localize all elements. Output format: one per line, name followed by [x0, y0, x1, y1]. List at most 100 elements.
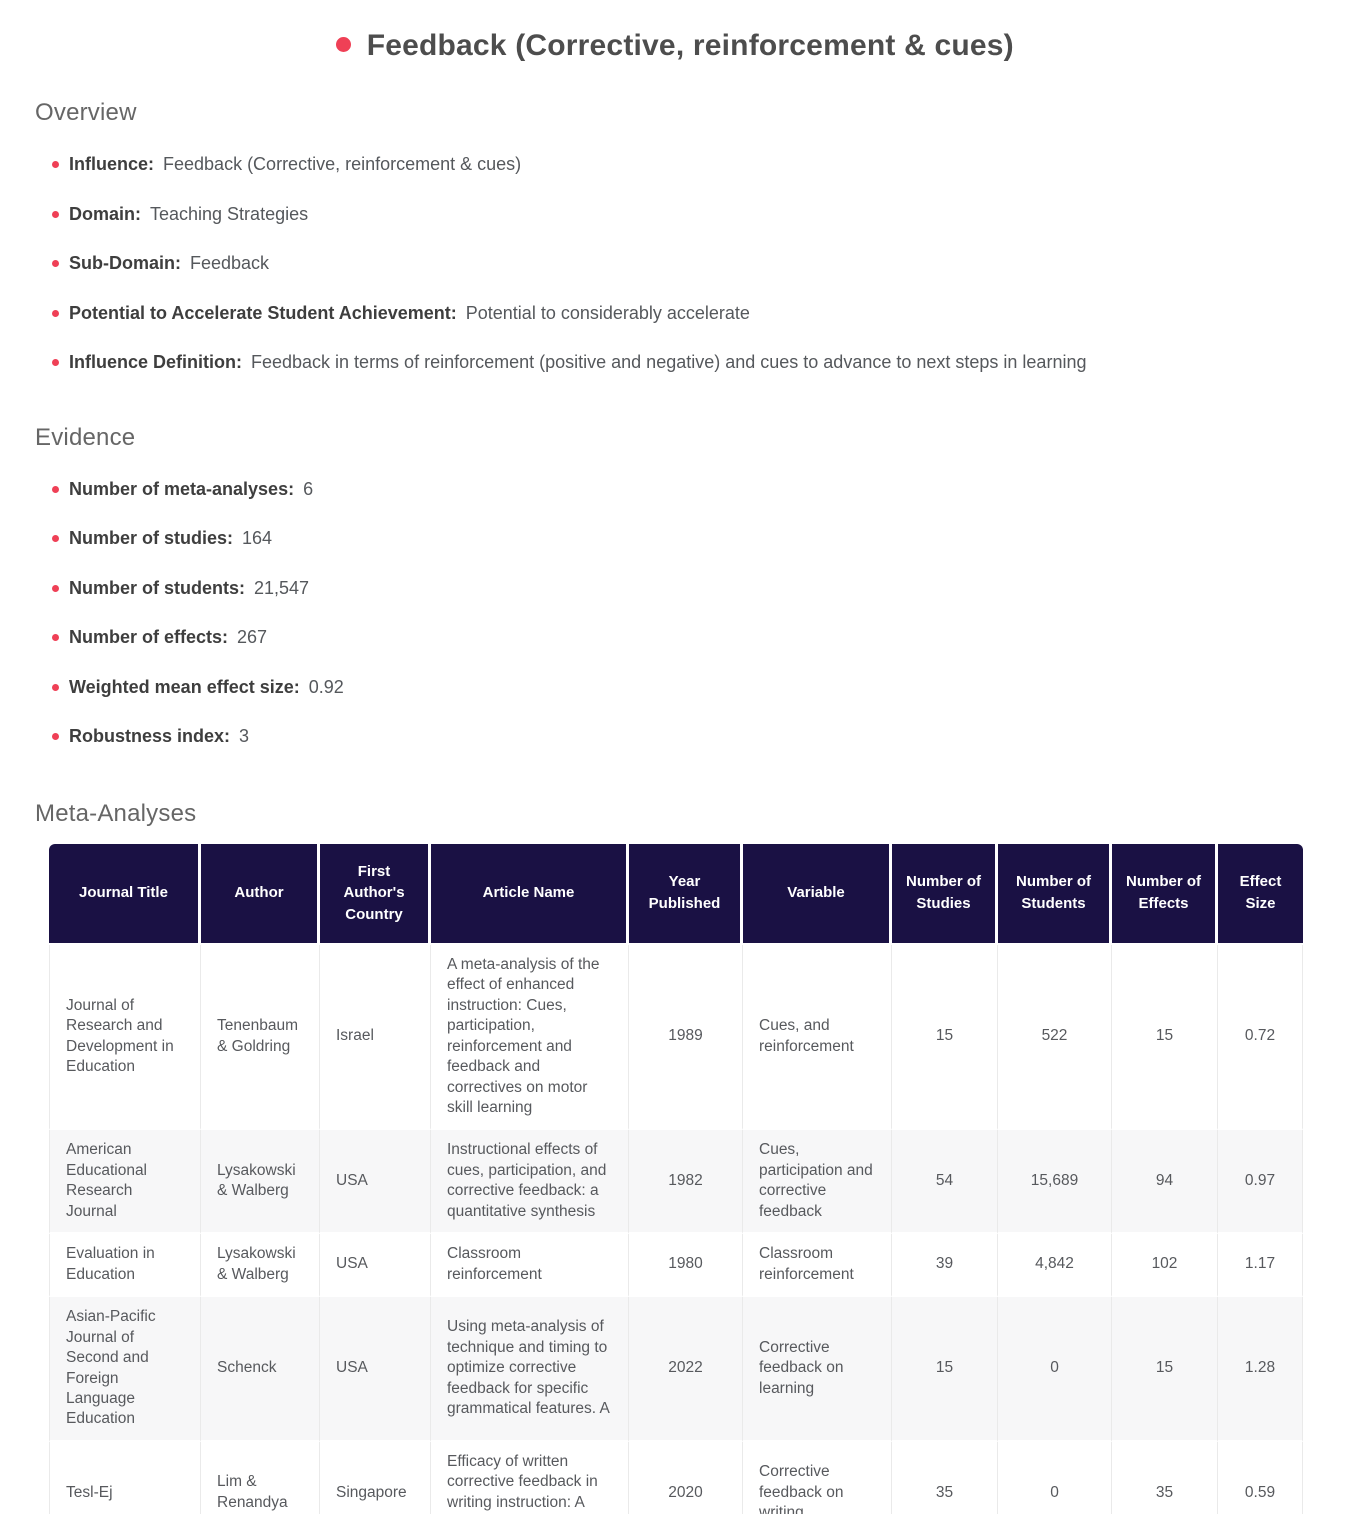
overview-list: Influence: Feedback (Corrective, reinforc… [0, 153, 1350, 374]
cell-country: Israel [320, 944, 431, 1131]
cell-author: Lim & Renandya [201, 1441, 320, 1514]
cell-year-published: 2020 [629, 1441, 743, 1514]
cell-number-of-studies: 39 [892, 1234, 998, 1298]
meta-analyses-heading: Meta-Analyses [35, 799, 197, 827]
fact-value: Potential to considerably accelerate [465, 302, 750, 323]
bullet-icon [52, 485, 59, 493]
cell-country: USA [320, 1297, 431, 1442]
cell-variable: Cues, participation and corrective feedb… [743, 1130, 892, 1235]
evidence-heading: Evidence [35, 423, 136, 451]
column-header-number-of-effects: Number of Effects [1112, 843, 1218, 945]
evidence-list: Number of meta-analyses: 6 Number of stud… [0, 478, 1350, 748]
bullet-icon [52, 260, 59, 268]
table-row: Evaluation in Education Lysakowski & Wal… [49, 1234, 1303, 1298]
cell-effect-size: 0.59 [1218, 1441, 1303, 1514]
column-header-variable: Variable [743, 843, 892, 945]
column-header-number-of-students: Number of Students [998, 843, 1112, 945]
cell-number-of-studies: 54 [892, 1130, 998, 1235]
bullet-icon [52, 634, 59, 642]
cell-journal-title: Journal of Research and Development in E… [49, 944, 201, 1131]
cell-variable: Classroom reinforcement [743, 1234, 892, 1298]
fact-label: Number of studies: [69, 528, 234, 549]
bullet-icon [52, 309, 59, 317]
cell-variable: Corrective feedback on learning [743, 1297, 892, 1442]
cell-effect-size: 1.28 [1218, 1297, 1303, 1442]
cell-article-name: A meta-analysis of the effect of enhance… [431, 944, 629, 1131]
bullet-icon [52, 161, 59, 169]
table-header-row: Journal Title Author First Author's Coun… [49, 843, 1303, 945]
cell-number-of-effects: 102 [1112, 1234, 1218, 1298]
fact-value: Feedback in terms of reinforcement (posi… [251, 352, 1087, 373]
list-item: Sub-Domain: Feedback [52, 252, 1350, 275]
cell-number-of-students: 522 [998, 944, 1112, 1131]
cell-year-published: 2022 [629, 1297, 743, 1442]
cell-year-published: 1980 [629, 1234, 743, 1298]
cell-number-of-students: 0 [998, 1297, 1112, 1442]
page-title-text: Feedback (Corrective, reinforcement & cu… [366, 29, 1014, 63]
cell-year-published: 1982 [629, 1130, 743, 1235]
fact-label: Sub-Domain: [69, 253, 181, 274]
list-item: Robustness index: 3 [52, 725, 1350, 748]
fact-value: 0.92 [308, 676, 344, 697]
table-row: Tesl-Ej Lim & Renandya Singapore Efficac… [49, 1441, 1303, 1514]
bullet-icon [52, 535, 59, 543]
list-item: Number of meta-analyses: 6 [52, 478, 1350, 501]
list-item: Weighted mean effect size: 0.92 [52, 676, 1350, 699]
fact-label: Potential to Accelerate Student Achievem… [69, 302, 457, 323]
cell-journal-title: Evaluation in Education [49, 1234, 201, 1298]
fact-label: Robustness index: [69, 726, 231, 747]
meta-analyses-section: Meta-Analyses Journal Title Author First… [0, 800, 1350, 1514]
bullet-icon [52, 584, 59, 592]
column-header-author: Author [201, 843, 320, 945]
cell-number-of-studies: 15 [892, 944, 998, 1131]
cell-number-of-studies: 15 [892, 1297, 998, 1442]
cell-article-name: Using meta-analysis of technique and tim… [431, 1297, 629, 1442]
fact-value: 164 [242, 528, 273, 549]
fact-value: Teaching Strategies [150, 203, 309, 224]
cell-variable: Corrective feedback on writing [743, 1441, 892, 1514]
cell-effect-size: 1.17 [1218, 1234, 1303, 1298]
list-item: Influence: Feedback (Corrective, reinforc… [52, 153, 1350, 176]
list-item: Number of effects: 267 [52, 626, 1350, 649]
cell-country: USA [320, 1130, 431, 1235]
fact-value: 3 [239, 726, 250, 747]
cell-country: Singapore [320, 1441, 431, 1514]
bullet-icon [52, 733, 59, 741]
bullet-icon [52, 210, 59, 218]
fact-value: Feedback (Corrective, reinforcement & cu… [163, 154, 522, 175]
cell-variable: Cues, and reinforcement [743, 944, 892, 1131]
column-header-journal-title: Journal Title [49, 843, 201, 945]
column-header-effect-size: Effect Size [1218, 843, 1303, 945]
cell-journal-title: American Educational Research Journal [49, 1130, 201, 1235]
fact-value: 6 [303, 478, 314, 499]
meta-analyses-table: Journal Title Author First Author's Coun… [49, 843, 1303, 1514]
column-header-number-of-studies: Number of Studies [892, 843, 998, 945]
fact-label: Number of meta-analyses: [69, 478, 295, 499]
cell-number-of-students: 0 [998, 1441, 1112, 1514]
overview-heading: Overview [35, 99, 137, 127]
fact-label: Number of students: [69, 577, 246, 598]
cell-number-of-students: 4,842 [998, 1234, 1112, 1298]
column-header-first-authors-country: First Author's Country [320, 843, 431, 945]
influence-category-dot-icon [336, 36, 352, 52]
page-title: Feedback (Corrective, reinforcement & cu… [0, 28, 1350, 63]
list-item: Number of students: 21,547 [52, 577, 1350, 600]
fact-value: Feedback [190, 253, 270, 274]
table-row: Journal of Research and Development in E… [49, 944, 1303, 1131]
cell-number-of-students: 15,689 [998, 1130, 1112, 1235]
list-item: Influence Definition: Feedback in terms o… [52, 351, 1350, 374]
cell-number-of-studies: 35 [892, 1441, 998, 1514]
cell-journal-title: Asian-Pacific Journal of Second and Fore… [49, 1297, 201, 1442]
evidence-section: Evidence Number of meta-analyses: 6 Numbe… [0, 424, 1350, 748]
list-item: Number of studies: 164 [52, 527, 1350, 550]
column-header-year-published: Year Published [629, 843, 743, 945]
fact-label: Influence Definition: [69, 352, 242, 373]
cell-number-of-effects: 94 [1112, 1130, 1218, 1235]
fact-label: Number of effects: [69, 627, 229, 648]
fact-label: Influence: [69, 154, 155, 175]
cell-author: Schenck [201, 1297, 320, 1442]
fact-value: 267 [237, 627, 268, 648]
table-row: Asian-Pacific Journal of Second and Fore… [49, 1297, 1303, 1442]
bullet-icon [52, 683, 59, 691]
